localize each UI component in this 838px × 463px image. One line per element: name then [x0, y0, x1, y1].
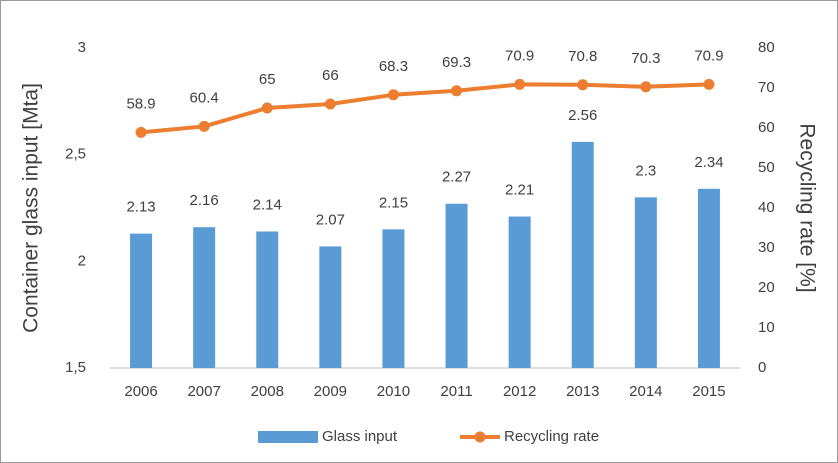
x-tick-label: 2009 [314, 383, 347, 400]
bar [634, 197, 657, 368]
y2-axis-title: Recycling rate [%] [795, 123, 818, 292]
line-marker [135, 126, 147, 138]
y2-tick-label: 30 [758, 239, 775, 256]
line-marker [324, 98, 336, 110]
x-tick-label: 2007 [187, 383, 220, 400]
y2-tick-label: 70 [758, 79, 775, 96]
line-value-label: 70.9 [505, 47, 534, 64]
bar [256, 231, 279, 368]
line-value-label: 65 [259, 71, 276, 88]
x-tick-label: 2010 [377, 383, 410, 400]
y2-tick-label: 20 [758, 279, 775, 296]
line-value-label: 68.3 [379, 58, 408, 75]
bar-value-label: 2.07 [316, 211, 345, 228]
bar-value-label: 2.21 [505, 182, 534, 199]
bar [382, 229, 405, 368]
line-value-label: 66 [322, 67, 339, 84]
bar [445, 203, 468, 368]
line-marker [514, 78, 526, 90]
x-tick-label: 2006 [124, 383, 157, 400]
x-tick-label: 2012 [503, 383, 536, 400]
bar [571, 141, 594, 368]
line-value-label: 58.9 [126, 95, 155, 112]
bar-value-label: 2.3 [635, 162, 656, 179]
bar-value-label: 2.15 [379, 194, 408, 211]
bar-value-label: 2.14 [253, 196, 282, 213]
y2-tick-label: 10 [758, 319, 775, 336]
y2-tick-label: 60 [758, 119, 775, 136]
bar [319, 246, 342, 368]
bar-value-label: 2.27 [442, 169, 471, 186]
line-marker [451, 85, 463, 97]
y-tick-label: 2,5 [65, 146, 86, 163]
line-marker [703, 78, 715, 90]
x-tick-label: 2008 [251, 383, 284, 400]
x-tick-label: 2011 [440, 383, 472, 400]
y2-tick-label: 0 [758, 359, 766, 376]
line-value-label: 70.3 [631, 50, 660, 67]
y-axis-title: Container glass input [Mta] [20, 83, 43, 333]
legend-label: Recycling rate [504, 428, 599, 445]
line-marker [640, 81, 652, 93]
y-tick-label: 2 [78, 252, 86, 269]
y2-tick-label: 40 [758, 199, 775, 216]
y-tick-label: 1,5 [65, 359, 86, 376]
bar-value-label: 2.34 [694, 154, 723, 171]
line-marker [577, 79, 589, 91]
line-value-label: 60.4 [190, 89, 219, 106]
x-tick-label: 2014 [629, 383, 662, 400]
legend-swatch [258, 431, 318, 443]
x-tick-label: 2015 [692, 383, 725, 400]
bar-value-label: 2.13 [126, 199, 155, 216]
line-value-label: 70.8 [568, 48, 597, 65]
line-marker [198, 120, 210, 132]
bar-value-label: 2.16 [190, 192, 219, 209]
line-marker [261, 102, 273, 114]
line [140, 82, 710, 135]
line-value-label: 69.3 [442, 54, 471, 71]
bar [697, 188, 720, 368]
bar [193, 227, 216, 368]
y2-tick-label: 80 [758, 39, 775, 56]
legend-label: Glass input [322, 428, 398, 445]
y-tick-label: 3 [78, 39, 86, 56]
bar [508, 216, 531, 368]
legend-marker [474, 431, 486, 443]
y2-tick-label: 50 [758, 159, 775, 176]
bar [130, 233, 153, 368]
x-tick-label: 2013 [566, 383, 599, 400]
bar-value-label: 2.56 [568, 107, 597, 124]
line-value-label: 70.9 [694, 47, 723, 64]
line-marker [387, 89, 399, 101]
